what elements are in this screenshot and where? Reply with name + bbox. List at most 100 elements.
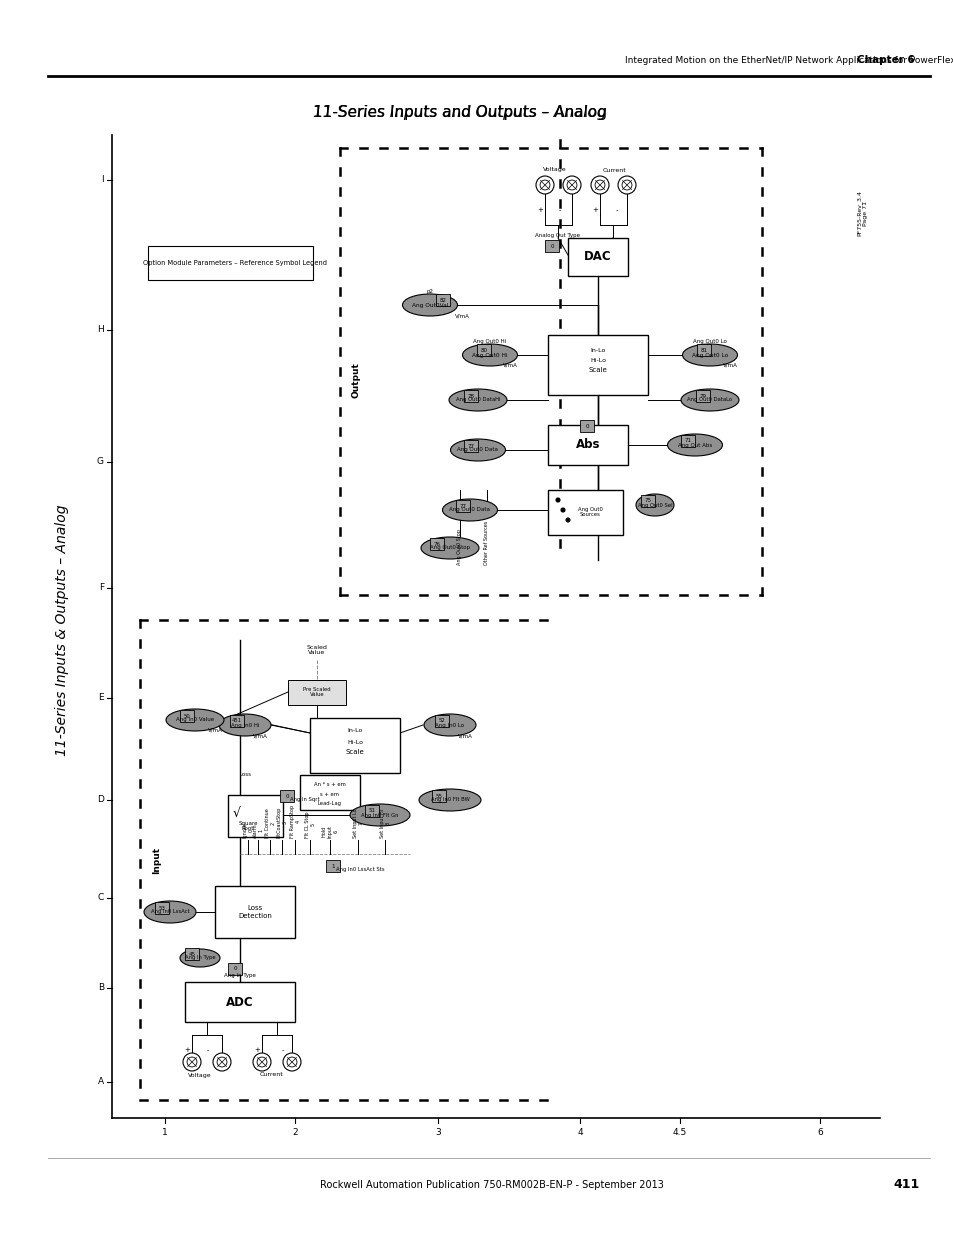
Text: Hi-Lo: Hi-Lo (347, 740, 363, 745)
Text: In-Lo: In-Lo (347, 727, 362, 732)
Ellipse shape (560, 508, 564, 513)
Bar (310, 718, 399, 773)
Text: Ang Out0 Stop: Ang Out0 Stop (430, 546, 470, 551)
Bar (547, 490, 622, 535)
Text: 79: 79 (699, 394, 706, 399)
Text: Ang In0 Hi: Ang In0 Hi (231, 722, 259, 727)
Text: Ignore
0: Ignore 0 (242, 823, 253, 839)
Text: 53: 53 (158, 905, 165, 910)
Bar (180, 710, 193, 722)
Ellipse shape (420, 537, 478, 559)
Text: +: + (253, 1047, 259, 1053)
Text: Loss: Loss (240, 773, 252, 778)
Text: Ang In0 Value: Ang In0 Value (175, 718, 213, 722)
Bar (579, 420, 594, 432)
Text: Alarm
1: Alarm 1 (253, 824, 263, 839)
Text: +: + (592, 207, 598, 212)
Text: 81: 81 (700, 347, 707, 352)
Bar (680, 435, 695, 447)
Bar (326, 860, 339, 872)
Text: 6: 6 (817, 1128, 822, 1137)
Bar (185, 982, 294, 1023)
Text: Rockwell Automation Publication 750-RM002B-EN-P - September 2013: Rockwell Automation Publication 750-RM00… (319, 1179, 663, 1191)
Bar (476, 345, 491, 356)
Text: Abs: Abs (576, 438, 599, 452)
Bar (365, 805, 378, 818)
Text: Voltage: Voltage (542, 168, 566, 173)
Text: -: - (615, 207, 618, 212)
Ellipse shape (636, 494, 673, 516)
Text: B: B (98, 983, 104, 993)
Text: V/mA: V/mA (253, 734, 267, 739)
Text: 76: 76 (433, 541, 440, 547)
Text: 77: 77 (467, 443, 474, 448)
Ellipse shape (565, 517, 569, 522)
Ellipse shape (402, 294, 457, 316)
Bar (228, 963, 242, 974)
Text: 71: 71 (684, 438, 691, 443)
Ellipse shape (621, 180, 631, 190)
Text: Input: Input (152, 846, 161, 873)
Text: Square
Root: Square Root (238, 820, 257, 831)
Ellipse shape (556, 498, 559, 501)
Text: 77: 77 (459, 504, 466, 509)
Text: Ang Out0
Sources: Ang Out0 Sources (577, 506, 601, 517)
Text: Hi-Lo: Hi-Lo (589, 357, 605, 363)
Ellipse shape (350, 804, 410, 826)
Ellipse shape (287, 1057, 296, 1067)
Text: Option Module Parameters – Reference Symbol Legend: Option Module Parameters – Reference Sym… (143, 261, 327, 266)
Bar (436, 294, 450, 306)
Text: +: + (184, 1047, 190, 1053)
Ellipse shape (462, 345, 517, 366)
Text: 411: 411 (893, 1178, 919, 1192)
Text: A: A (98, 1077, 104, 1087)
Text: 2: 2 (292, 1128, 297, 1137)
Text: 0: 0 (584, 424, 588, 429)
Text: E: E (98, 694, 104, 703)
Text: H: H (97, 326, 104, 335)
Text: I: I (101, 175, 104, 184)
Ellipse shape (180, 948, 220, 967)
Bar (640, 495, 655, 508)
Text: 78: 78 (467, 394, 474, 399)
Bar (280, 790, 294, 802)
Text: Ang Out0Val: Ang Out0Val (412, 303, 448, 308)
Text: Ang Out0 DataLo: Ang Out0 DataLo (687, 398, 732, 403)
Text: Ang Out0 DataHi: Ang Out0 DataHi (456, 398, 499, 403)
Text: Pre Scaled
Value: Pre Scaled Value (303, 687, 331, 698)
Text: Ang Out0 Hi: Ang Out0 Hi (473, 340, 506, 345)
Text: Ang Out0 Data: Ang Out0 Data (449, 508, 490, 513)
Text: √: √ (233, 806, 241, 820)
Text: Integrated Motion on the EtherNet/IP Network Applications for PowerFlex 755 AC D: Integrated Motion on the EtherNet/IP Net… (624, 56, 953, 65)
Bar (696, 390, 709, 403)
Ellipse shape (539, 180, 549, 190)
Text: V/mA: V/mA (457, 734, 472, 739)
Text: Chapter 6: Chapter 6 (857, 56, 914, 65)
Text: -: - (558, 207, 560, 212)
Text: 4.5: 4.5 (672, 1128, 686, 1137)
Bar (168, 254, 193, 270)
Text: Ang Out Abs: Ang Out Abs (678, 442, 711, 447)
Bar (435, 715, 449, 727)
Text: p2: p2 (426, 289, 433, 294)
Text: Other Ref Sources: Other Ref Sources (484, 521, 489, 564)
Bar (544, 240, 558, 252)
Text: D: D (97, 795, 104, 804)
Ellipse shape (217, 1057, 227, 1067)
Text: Scale: Scale (588, 367, 607, 373)
Text: 4: 4 (577, 1128, 582, 1137)
Text: G: G (97, 457, 104, 467)
Text: +: + (537, 207, 542, 212)
Text: 11-Series Inputs and Outputs – Analog: 11-Series Inputs and Outputs – Analog (313, 105, 606, 120)
Text: Ang In0 Lo: Ang In0 Lo (435, 722, 464, 727)
Bar (463, 390, 477, 403)
Bar (697, 345, 710, 356)
Ellipse shape (442, 499, 497, 521)
Text: Ang In Type: Ang In Type (224, 972, 255, 977)
Text: Ang In0 Flt BW: Ang In0 Flt BW (430, 798, 469, 803)
Text: Set Input Hi
8: Set Input Hi 8 (379, 809, 390, 839)
Text: 11-Series Inputs and Outputs – Analog: 11-Series Inputs and Outputs – Analog (313, 105, 606, 120)
Text: PF755-Rev_3.4
Page 71: PF755-Rev_3.4 Page 71 (856, 190, 867, 236)
Bar (547, 335, 647, 395)
Text: Hold
Input
6: Hold Input 6 (321, 825, 338, 839)
